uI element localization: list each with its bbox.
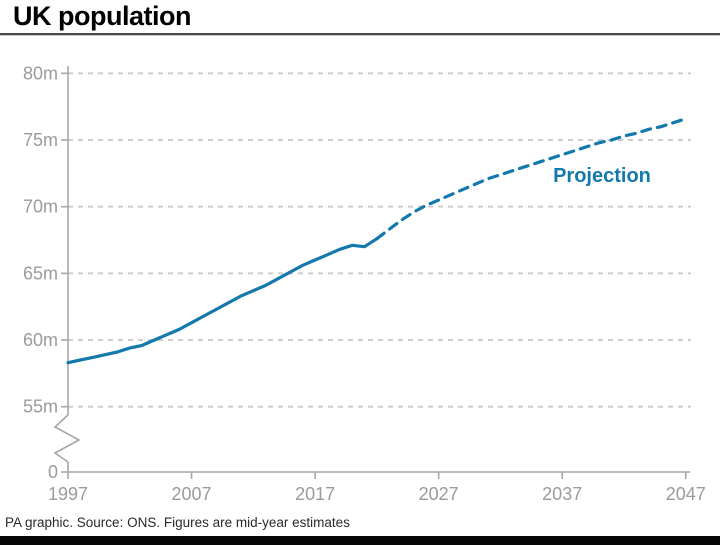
y-tick-label-75m: 75m — [23, 130, 58, 150]
y-axis-break-icon — [53, 414, 81, 463]
x-tick-label-2047: 2047 — [666, 484, 706, 504]
x-tick-label-2027: 2027 — [419, 484, 459, 504]
y-tick-label-zero: 0 — [48, 462, 58, 482]
bottom-bar — [0, 536, 720, 545]
x-tick-label-2037: 2037 — [542, 484, 582, 504]
projection-label: Projection — [553, 165, 651, 187]
y-tick-label-70m: 70m — [23, 197, 58, 217]
x-tick-label-2017: 2017 — [295, 484, 335, 504]
y-tick-label-65m: 65m — [23, 263, 58, 283]
source-credit: PA graphic. Source: ONS. Figures are mid… — [5, 515, 350, 530]
y-tick-label-60m: 60m — [23, 330, 58, 350]
projection-line — [375, 117, 688, 241]
y-tick-label-55m: 55m — [23, 397, 58, 417]
page-title: UK population — [13, 1, 191, 31]
x-tick-label-1997: 1997 — [48, 484, 88, 504]
title-divider — [0, 33, 720, 36]
y-tick-label-80m: 80m — [23, 63, 58, 83]
x-tick-label-2007: 2007 — [172, 484, 212, 504]
historical-estimates-line — [66, 237, 379, 365]
